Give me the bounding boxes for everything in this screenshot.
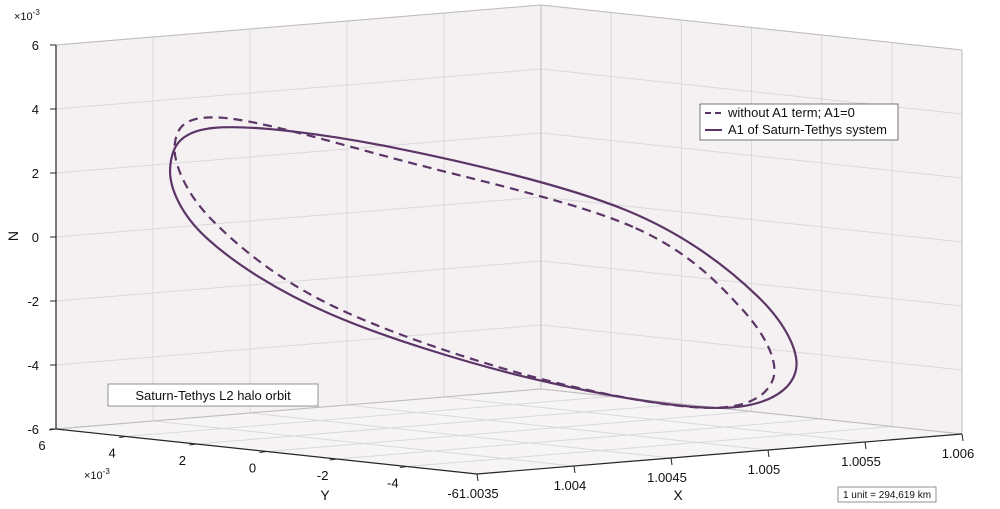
y-axis-exponent: ×10-3 bbox=[84, 467, 110, 482]
z-axis-exponent: ×10-3 bbox=[14, 8, 40, 23]
series-group bbox=[168, 116, 798, 410]
z-tick-label: 0 bbox=[32, 230, 39, 245]
grid-line-floor-y bbox=[336, 418, 822, 460]
legend-entry-dashed: without A1 term; A1=0 bbox=[727, 105, 855, 120]
y-tick-mark bbox=[119, 436, 127, 438]
annotation-text: Saturn-Tethys L2 halo orbit bbox=[135, 388, 291, 403]
y-tick-mark bbox=[399, 466, 407, 468]
grid-line-floor-y bbox=[196, 403, 682, 445]
x-tick-label: 1.0045 bbox=[647, 470, 687, 485]
orbit-annotation: Saturn-Tethys L2 halo orbit bbox=[107, 383, 319, 407]
z-tick-label: -4 bbox=[27, 358, 39, 373]
grid-line-backwall-z bbox=[55, 68, 542, 110]
x-tick-label: 1.006 bbox=[942, 446, 975, 461]
y-tick-label: 4 bbox=[109, 446, 116, 461]
y-tick-label: 6 bbox=[38, 438, 45, 453]
unit-note-box bbox=[837, 486, 937, 503]
grid-line-floor-y bbox=[406, 426, 892, 467]
x-tick-mark bbox=[767, 449, 770, 458]
grid-line-backwall-z bbox=[55, 132, 542, 174]
y-tick-label: -4 bbox=[387, 476, 399, 491]
box-edge-side-top bbox=[540, 4, 963, 51]
legend-box bbox=[699, 103, 899, 141]
unit-note-text: 1 unit = 294,619 km bbox=[843, 490, 931, 501]
grid-line-floor-y bbox=[126, 396, 612, 437]
x-axis-line bbox=[476, 433, 963, 475]
x-tick-label: 1.004 bbox=[554, 478, 587, 493]
y-tick-mark bbox=[189, 443, 197, 446]
y-tick-mark bbox=[329, 458, 337, 461]
unit-note: 1 unit = 294,619 km bbox=[837, 486, 937, 503]
tick-labels: -61.0035 1.004 1.0045 1.005 1.0055 1.006 -4 -2 0… bbox=[27, 38, 974, 501]
z-tick-label: -6 bbox=[27, 422, 39, 437]
y-tick-mark bbox=[259, 451, 267, 453]
grid-line-sidewall-z bbox=[540, 260, 963, 307]
grid-line-sidewall-z bbox=[540, 324, 963, 371]
x-tick-mark bbox=[864, 441, 867, 450]
box-edge-back-bottom bbox=[55, 388, 542, 430]
y-tick-label: -2 bbox=[317, 468, 329, 483]
grid-line-backwall-z bbox=[55, 324, 542, 366]
legend: without A1 term; A1=0 A1 of Saturn-Tethy… bbox=[699, 103, 899, 141]
grid-line-floor-y bbox=[266, 411, 752, 452]
x-tick-label: 1.005 bbox=[748, 462, 781, 477]
x-axis-label: X bbox=[673, 487, 683, 503]
y-tick-label: 0 bbox=[249, 461, 256, 476]
x-tick-mark bbox=[961, 433, 964, 442]
z-tick-label: 4 bbox=[32, 102, 39, 117]
legend-entry-solid: A1 of Saturn-Tethys system bbox=[728, 122, 887, 137]
z-tick-label: -2 bbox=[27, 294, 39, 309]
z-tick-label: 2 bbox=[32, 166, 39, 181]
grid-line-sidewall-z bbox=[540, 132, 963, 179]
x-tick-label: 1.0055 bbox=[841, 454, 881, 469]
y-tick-label: 2 bbox=[179, 453, 186, 468]
x-tick-mark bbox=[670, 457, 673, 466]
grid-line-backwall-z bbox=[55, 196, 542, 238]
x-tick-mark bbox=[476, 473, 479, 482]
grid-line-backwall-z bbox=[55, 260, 542, 302]
y-axis-label: Y bbox=[320, 487, 330, 503]
box-edge-side-bottom bbox=[540, 388, 963, 435]
x-tick-label: -61.0035 bbox=[447, 486, 498, 501]
annotation-box bbox=[107, 383, 319, 407]
x-tick-mark bbox=[573, 465, 576, 474]
z-axis-label: N bbox=[5, 231, 21, 241]
series-line-with-a1 bbox=[168, 126, 798, 410]
z-tick-label: 6 bbox=[32, 38, 39, 53]
box-edge-back-top bbox=[55, 4, 542, 46]
